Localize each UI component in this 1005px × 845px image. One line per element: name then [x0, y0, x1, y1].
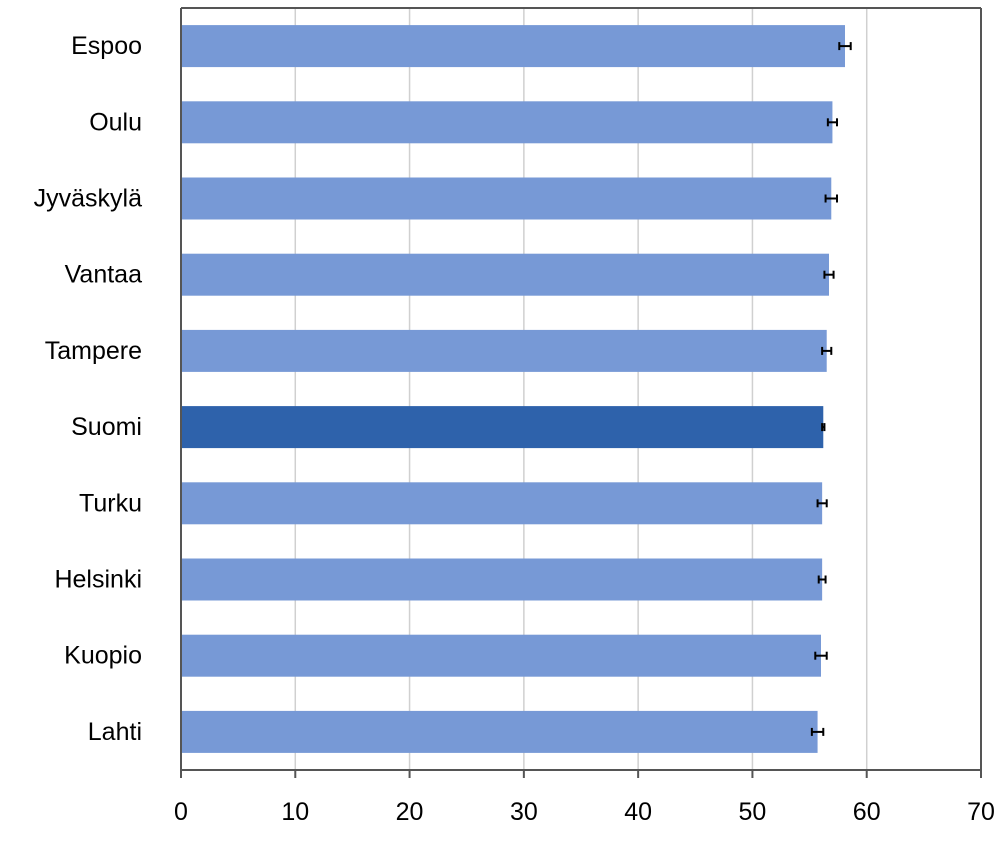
x-tick-label-70: 70: [967, 798, 995, 826]
category-label-oulu: Oulu: [89, 108, 142, 136]
error-bar-lahti: [810, 727, 825, 736]
category-labels: Espoo Oulu Jyväskylä Vantaa Tampere Suomi Turk…: [34, 32, 142, 746]
category-label-vantaa: Vantaa: [65, 261, 142, 289]
bar-lahti: [181, 710, 818, 753]
bar-helsinki: [181, 558, 823, 601]
bar-oulu: [181, 101, 833, 144]
x-tick-labels: 0 10 20 30 40 50 60 70: [174, 798, 995, 826]
category-label-suomi: Suomi: [71, 413, 142, 441]
error-bar-turku: [816, 499, 828, 508]
x-tick-label-30: 30: [510, 798, 538, 826]
category-label-jyv-skyl-: Jyväskylä: [34, 185, 142, 213]
bar-suomi: [181, 406, 824, 449]
error-bar-tampere: [821, 346, 833, 355]
x-tick-label-20: 20: [396, 798, 424, 826]
bar-espoo: [181, 25, 845, 68]
error-bar-helsinki: [817, 575, 827, 584]
category-label-kuopio: Kuopio: [64, 642, 142, 670]
axes: [180, 7, 982, 778]
error-bar-oulu: [826, 118, 838, 127]
error-bar-kuopio: [814, 651, 828, 660]
bar-turku: [181, 482, 823, 525]
x-tick-label-40: 40: [624, 798, 652, 826]
x-tick-label-50: 50: [739, 798, 767, 826]
error-bar-suomi: [821, 423, 826, 432]
category-label-helsinki: Helsinki: [54, 566, 142, 594]
category-label-espoo: Espoo: [71, 32, 142, 60]
category-label-turku: Turku: [79, 489, 142, 517]
error-bar-jyv-skyl-: [824, 194, 838, 203]
x-tick-label-0: 0: [174, 798, 188, 826]
category-label-tampere: Tampere: [45, 337, 142, 365]
error-bars: [810, 42, 852, 736]
category-label-lahti: Lahti: [88, 718, 142, 746]
bar-kuopio: [181, 634, 821, 677]
x-tick-label-60: 60: [853, 798, 881, 826]
error-bar-espoo: [838, 42, 852, 51]
x-tick-label-10: 10: [281, 798, 309, 826]
bar-vantaa: [181, 253, 829, 296]
bar-jyv-skyl-: [181, 177, 832, 220]
error-bar-vantaa: [823, 270, 835, 279]
bar-tampere: [181, 329, 827, 372]
bars: [181, 25, 845, 753]
